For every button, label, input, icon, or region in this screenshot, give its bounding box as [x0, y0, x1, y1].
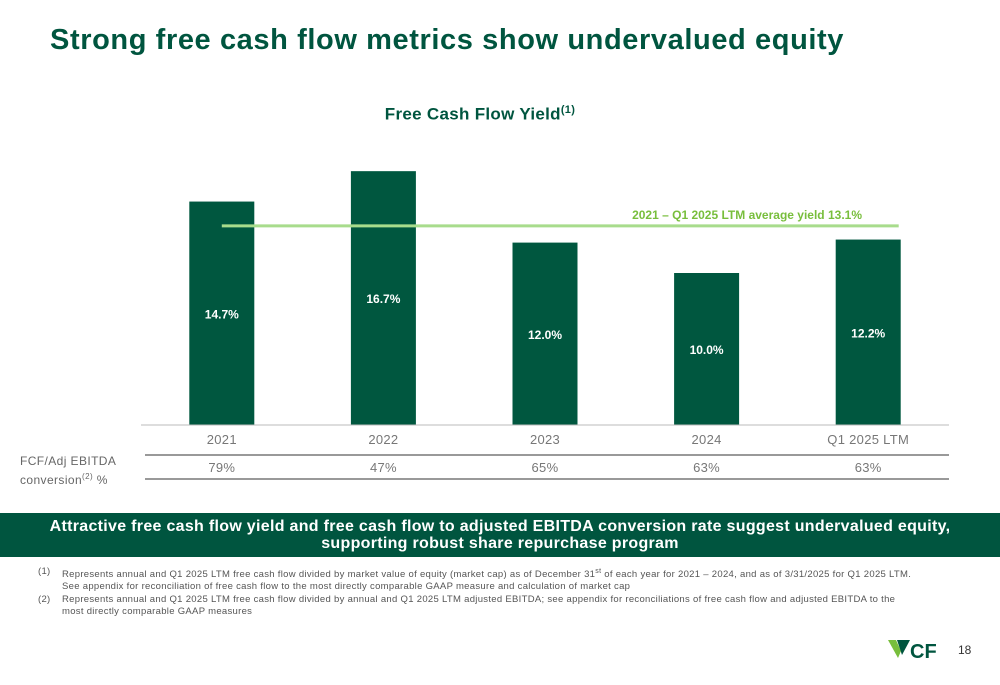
chart-title: Free Cash Flow Yield(1): [0, 104, 960, 125]
bar-0: [189, 201, 255, 425]
x-tick-label-1: 2022: [368, 432, 398, 447]
conversion-label-line1: FCF/Adj EBITDA: [20, 454, 117, 468]
footnote-number: (1): [38, 566, 51, 577]
bar-4: [835, 239, 901, 425]
x-tick-label-0: 2021: [207, 432, 237, 447]
page-number: 18: [958, 643, 972, 657]
chart-title-footnote-ref: (1): [560, 104, 576, 116]
x-tick-label-4: Q1 2025 LTM: [827, 432, 909, 447]
data-label-2: 12.0%: [528, 328, 562, 342]
summary-banner-text: Attractive free cash flow yield and free…: [49, 518, 951, 552]
conversion-label-text: conversion: [20, 473, 83, 487]
average-line-label: 2021 – Q1 2025 LTM average yield 13.1%: [632, 208, 862, 222]
bar-2: [512, 242, 578, 425]
data-label-1: 16.7%: [366, 292, 400, 306]
x-tick-label-3: 2024: [692, 432, 722, 447]
footnote-number: (2): [38, 594, 51, 606]
data-label-0: 14.7%: [205, 307, 239, 321]
chart-title-text: Free Cash Flow Yield: [384, 104, 561, 124]
footnote-text: Represents annual and Q1 2025 LTM free c…: [62, 594, 896, 618]
bar-3: [674, 273, 740, 425]
footnote-text-part: of each year for 2021 – 2024, and as of …: [62, 569, 912, 593]
logo-leaf-icon: [888, 640, 901, 658]
data-label-4: 12.2%: [851, 326, 885, 340]
conversion-value-2: 65%: [532, 460, 559, 475]
footnote-text-part: Represents annual and Q1 2025 LTM free c…: [62, 569, 596, 581]
conversion-label-line2: conversion(2) %: [20, 469, 116, 488]
conversion-value-0: 79%: [208, 460, 235, 475]
footnote-2: (2) Represents annual and Q1 2025 LTM fr…: [38, 594, 918, 618]
footnotes: (1) Represents annual and Q1 2025 LTM fr…: [38, 566, 918, 619]
logo-text: CF: [910, 641, 937, 662]
conversion-label-suffix: %: [93, 473, 108, 487]
conversion-value-1: 47%: [370, 460, 397, 475]
conversion-value-4: 63%: [855, 460, 882, 475]
conversion-value-3: 63%: [693, 460, 720, 475]
conversion-footnote-ref: (2): [82, 472, 94, 481]
cf-industries-logo: CF: [888, 640, 937, 662]
page-title: Strong free cash flow metrics show under…: [50, 24, 845, 56]
bar-chart: 14.7% 2021 79% 16.7% 2022 47% 12.0% 2023 65% 10.0…: [141, 171, 949, 480]
data-label-3: 10.0%: [690, 343, 724, 357]
footnote-ordinal-sup: st: [595, 568, 602, 575]
bar-1: [350, 171, 416, 425]
footnote-text: Represents annual and Q1 2025 LTM free c…: [62, 566, 918, 593]
footnote-1: (1) Represents annual and Q1 2025 LTM fr…: [38, 566, 918, 593]
logo-chevron-icon: [897, 640, 910, 655]
x-tick-label-2: 2023: [530, 432, 560, 447]
conversion-row-label: FCF/Adj EBITDA conversion(2) %: [20, 454, 116, 488]
summary-banner: Attractive free cash flow yield and free…: [0, 513, 1000, 557]
